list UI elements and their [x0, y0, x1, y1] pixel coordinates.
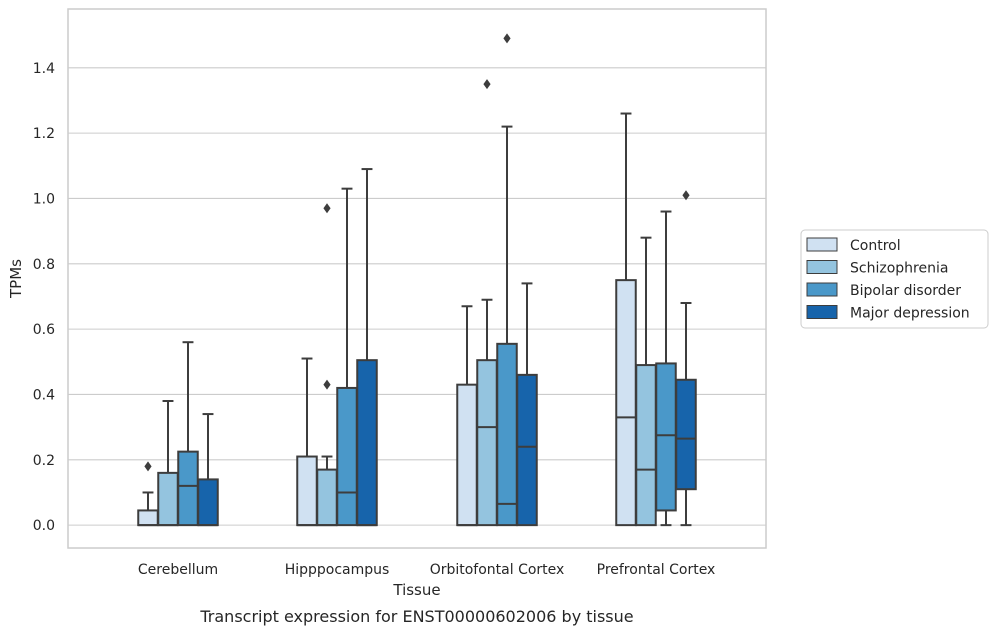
- box-bipolar-disorder: [336, 187, 358, 527]
- y-tick-label: 0.2: [33, 453, 55, 469]
- box-body: [157, 471, 179, 527]
- box-control: [137, 461, 159, 527]
- box-control: [615, 112, 637, 527]
- plot-area: [137, 33, 697, 527]
- box-schizophrenia: [635, 236, 657, 527]
- box-control: [456, 305, 478, 527]
- legend-swatch: [806, 260, 838, 274]
- box-body: [516, 373, 538, 527]
- x-axis-ticks: Cerebellum Hipppocampus Orbitofontal Corte…: [138, 562, 715, 578]
- box-major-depression: [197, 413, 219, 527]
- box-body: [316, 468, 338, 527]
- outlier-point: [323, 379, 331, 390]
- figure-caption: Transcript expression for ENST0000060200…: [199, 607, 633, 626]
- legend-label: Schizophrenia: [850, 261, 948, 277]
- legend: Control Schizophrenia Bipolar disorder Majo…: [800, 229, 989, 329]
- box-body: [635, 364, 657, 527]
- box-schizophrenia: [476, 79, 498, 527]
- box-body: [197, 478, 219, 527]
- box-bipolar-disorder: [655, 210, 677, 527]
- box-major-depression: [516, 282, 538, 527]
- y-tick-label: 1.0: [33, 191, 55, 207]
- legend-swatch: [806, 282, 838, 297]
- box-body: [496, 342, 518, 527]
- y-tick-label: 0.4: [33, 387, 55, 403]
- x-tick-label: Hipppocampus: [285, 562, 390, 578]
- x-tick-label: Cerebellum: [138, 562, 218, 578]
- axes-frame: [67, 8, 767, 549]
- box-body: [296, 455, 318, 527]
- y-tick-label: 0.6: [33, 322, 55, 338]
- box-control: [296, 357, 318, 527]
- outlier-point: [323, 203, 331, 214]
- legend-swatch: [806, 237, 838, 252]
- y-axis-ticks: 0.0 0.2 0.4 0.6 0.8 1.0 1.2 1.4: [33, 61, 55, 534]
- box-body: [655, 362, 677, 512]
- outlier-point: [682, 190, 690, 201]
- box-schizophrenia: [157, 400, 179, 527]
- legend-label: Control: [850, 238, 901, 254]
- box-body: [177, 450, 199, 527]
- outlier-point: [503, 33, 511, 44]
- y-tick-label: 1.4: [33, 61, 55, 77]
- box-major-depression: [356, 168, 378, 527]
- y-axis-label: TPMs: [7, 259, 25, 299]
- y-tick-label: 0.8: [33, 257, 55, 273]
- legend-label: Bipolar disorder: [850, 283, 961, 299]
- box-major-depression: [675, 190, 697, 527]
- outlier-point: [144, 461, 152, 472]
- box-body: [356, 359, 378, 527]
- x-tick-label: Prefrontal Cortex: [597, 562, 716, 578]
- legend-frame: [800, 229, 989, 329]
- x-tick-label: Orbitofontal Cortex: [430, 562, 565, 578]
- box-body: [336, 386, 358, 527]
- legend-swatch: [806, 305, 838, 319]
- box-schizophrenia: [316, 203, 338, 527]
- box-body: [476, 359, 498, 527]
- box-bipolar-disorder: [496, 33, 518, 527]
- outlier-point: [483, 79, 491, 90]
- box-body: [456, 383, 478, 527]
- box-body: [675, 378, 697, 491]
- x-axis-label: Tissue: [392, 581, 440, 599]
- y-tick-label: 0.0: [33, 518, 55, 534]
- box-bipolar-disorder: [177, 341, 199, 527]
- legend-label: Major depression: [850, 306, 970, 322]
- box-body: [615, 279, 637, 527]
- y-tick-label: 1.2: [33, 126, 55, 142]
- box-body: [137, 509, 159, 527]
